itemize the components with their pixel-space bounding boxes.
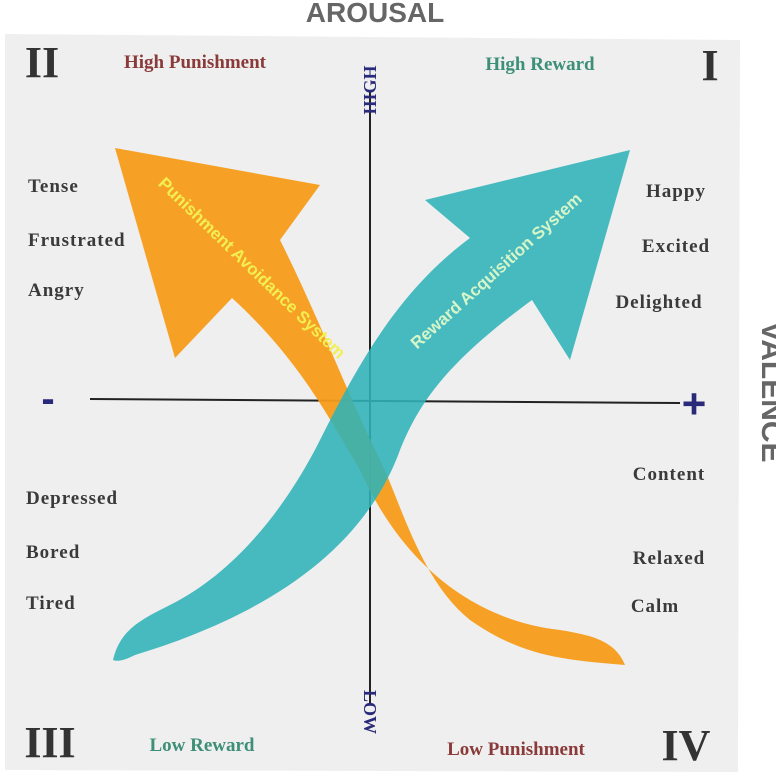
quadrant-numeral: II — [25, 38, 59, 87]
emotion: Content — [633, 464, 705, 485]
emotion: Delighted — [615, 292, 702, 313]
emotion: Tense — [28, 176, 79, 197]
emotion: Calm — [631, 596, 679, 617]
low-label: LOW — [360, 690, 380, 734]
quadrant-label: Low Reward — [149, 735, 254, 756]
punishment-arrow — [115, 148, 625, 665]
emotion: Tired — [26, 593, 76, 614]
emotion: Happy — [646, 181, 706, 202]
emotion: Relaxed — [633, 548, 705, 569]
negative-sign: - — [41, 377, 54, 421]
quadrant-label: Low Punishment — [447, 739, 585, 760]
quadrant-label: High Punishment — [124, 52, 267, 73]
high-label: HIGH — [360, 65, 380, 114]
reward-arrow — [113, 150, 630, 661]
arousal-label: AROUSAL — [306, 0, 444, 28]
quadrant-numeral: III — [24, 718, 75, 767]
quadrant-numeral: I — [701, 41, 718, 90]
quadrant-label: High Reward — [485, 54, 595, 75]
positive-sign: + — [682, 380, 707, 427]
emotion: Bored — [26, 542, 80, 563]
emotion: Excited — [642, 236, 710, 257]
emotion: Angry — [28, 280, 85, 301]
valence-label: VALENCE — [755, 321, 776, 462]
emotion: Depressed — [26, 488, 118, 509]
emotion: Frustrated — [28, 230, 126, 251]
quadrant-numeral: IV — [662, 721, 711, 770]
